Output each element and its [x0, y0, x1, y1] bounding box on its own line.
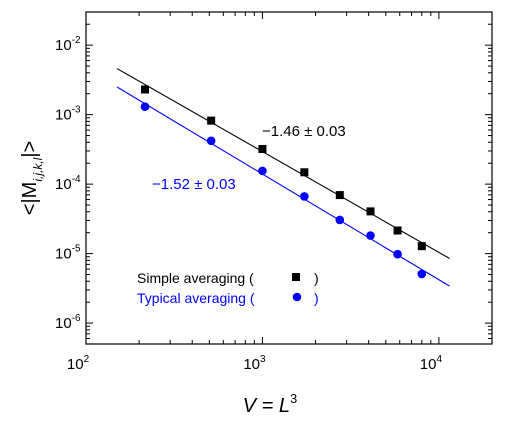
legend: Simple averaging ( ) Typical averaging (… — [137, 270, 319, 306]
y-tick-label: 10-5 — [55, 244, 81, 263]
legend-close-simple: ) — [314, 270, 319, 286]
y-axis-label: <|Mi,j,k,l|> — [19, 141, 45, 215]
data-point-circle — [335, 215, 345, 225]
data-point-circle — [300, 192, 309, 201]
y-axis-label-sub: i,j,k,l — [31, 157, 45, 181]
y-tick-exponent: -6 — [72, 313, 81, 324]
legend-label-simple: Simple averaging ( — [137, 270, 254, 286]
x-tick-base: 10 — [420, 356, 437, 373]
x-axis-label-sup: 3 — [290, 391, 297, 406]
y-tick-base: 10 — [55, 37, 72, 54]
y-tick-label: 10-2 — [55, 35, 81, 54]
legend-close-typical: ) — [314, 290, 319, 306]
data-point-circle — [393, 249, 402, 259]
slope-label-simple: −1.46 ± 0.03 — [262, 123, 346, 140]
plot-frame — [85, 11, 493, 345]
slope-label-typical: −1.52 ± 0.03 — [152, 176, 236, 193]
axis-ticks — [85, 11, 493, 345]
data-point-square — [207, 116, 216, 125]
x-axis-label: V = L3 — [243, 391, 298, 417]
data-point-circle — [140, 102, 150, 112]
y-tick-base: 10 — [55, 315, 72, 332]
x-tick-base: 10 — [243, 356, 260, 373]
x-tick-label: 102 — [67, 354, 90, 373]
y-tick-exponent: -3 — [72, 105, 81, 116]
y-tick-exponent: -5 — [72, 244, 81, 255]
data-point-square — [393, 226, 402, 235]
x-tick-exponent: 2 — [84, 354, 90, 365]
x-tick-base: 10 — [67, 356, 84, 373]
y-axis-label-prefix: <|M — [19, 182, 41, 216]
y-tick-base: 10 — [55, 246, 72, 263]
legend-marker-square — [292, 273, 300, 281]
y-tick-label: 10-4 — [55, 174, 81, 193]
legend-marker-circle — [292, 292, 302, 302]
data-point-circle — [417, 269, 427, 279]
x-axis-label-main: V = L — [243, 395, 290, 417]
legend-label-typical: Typical averaging ( — [137, 290, 255, 306]
data-point-circle — [366, 231, 375, 240]
x-tick-label: 103 — [243, 354, 266, 373]
x-tick-label: 104 — [420, 354, 443, 373]
y-tick-exponent: -4 — [72, 174, 81, 185]
data-point-square — [335, 191, 344, 200]
data-point-circle — [206, 136, 216, 146]
x-tick-exponent: 3 — [260, 354, 266, 365]
data-point-square — [300, 168, 309, 177]
data-point-square — [417, 242, 426, 251]
x-tick-exponent: 4 — [436, 354, 442, 365]
data-point-circle — [258, 166, 267, 176]
y-tick-label: 10-6 — [55, 313, 81, 332]
y-tick-label: 10-3 — [55, 105, 81, 124]
data-points — [140, 85, 427, 279]
y-tick-exponent: -2 — [72, 35, 81, 46]
data-point-square — [366, 207, 375, 216]
y-tick-base: 10 — [55, 176, 72, 193]
y-axis-label-suffix: |> — [19, 141, 41, 158]
y-tick-base: 10 — [55, 107, 72, 124]
data-point-square — [258, 145, 267, 154]
data-point-square — [141, 85, 150, 94]
